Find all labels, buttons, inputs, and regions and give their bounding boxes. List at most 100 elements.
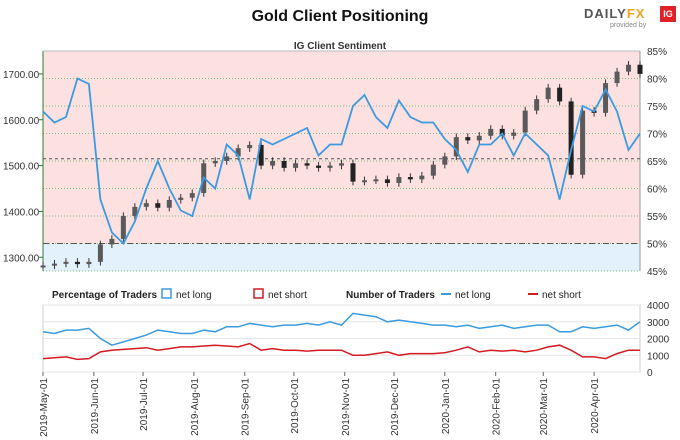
net-long-pct-line [42,77,641,245]
logo-tagline: provided by [610,22,647,29]
right-axis-tick: 45% [647,267,667,278]
legend-label-num-short: net short [542,290,581,301]
x-tick-label: 2020-Mar-01 [539,378,550,436]
count-axis-tick: 2000 [647,335,670,346]
x-tick-label: 2020-Jan-01 [441,378,452,435]
left-axis-tick: 1600.00 [3,116,40,127]
right-axis-tick: 60% [647,185,667,196]
candle-body [626,64,632,72]
candle-body [293,163,299,168]
candle-body [442,156,448,165]
x-tick-label: 2019-Jun-01 [90,378,101,435]
count-axis-tick: 3000 [647,318,670,329]
trader-count-line-net-short [42,342,640,361]
candle-body [407,177,413,180]
count-axis-tick: 4000 [647,301,670,312]
candle-body [51,263,57,266]
x-tick-label: 2019-Aug-01 [190,378,201,436]
left-axis-tick: 1500.00 [3,162,40,173]
legend-label-pct-long: net long [176,290,212,301]
candle-body [568,101,574,175]
ig-badge: IG [660,6,676,22]
right-axis-tick: 80% [647,75,667,86]
candle-body [350,163,356,182]
candle-body [178,197,184,200]
right-axis-tick: 55% [647,212,667,223]
candle-body [304,163,310,166]
legend-group-num: Number of Traders [346,290,435,301]
candle-body [396,177,402,183]
candle-body [361,180,367,183]
candle-body [166,199,172,208]
candle-body [97,244,103,262]
x-tick-label: 2019-Oct-01 [290,378,301,434]
candle-body [637,64,643,74]
candle-body [224,156,230,161]
candle-body [155,203,161,208]
candle-body [270,161,276,166]
x-tick-label: 2019-Nov-01 [341,378,352,436]
legend-label-num-long: net long [455,290,491,301]
legend-swatch-pct-long [161,288,172,299]
candle-body [212,161,218,164]
candle-body [74,261,80,265]
candle-body [557,87,563,102]
candle-body [247,144,253,149]
candle-body [603,83,609,113]
candle-body [189,193,195,198]
candle-body [511,132,517,136]
candle-body [580,110,586,175]
candle-body [384,179,390,183]
candle-body [40,265,46,268]
left-axis-tick: 1700.00 [3,70,40,81]
page-title: Gold Client Positioning [251,8,429,25]
candle-body [465,137,471,141]
candle-body [488,128,494,136]
count-axis-tick: 1000 [647,351,670,362]
candle-body [63,261,69,264]
candle-body [545,87,551,100]
x-tick-label: 2020-Feb-01 [492,378,503,436]
left-axis-tick: 1400.00 [3,207,40,218]
right-axis-tick: 50% [647,240,667,251]
left-axis-tick: 1300.00 [3,253,40,264]
candle-body [86,261,92,265]
count-axis-tick: 0 [647,368,653,379]
candle-body [373,179,379,182]
x-tick-label: 2019-Dec-01 [390,378,401,436]
candle-body [143,203,149,207]
candle-body [614,71,620,84]
legend-label-pct-short: net short [268,290,307,301]
candle-body [258,144,264,166]
candle-body [235,148,241,157]
candle-body [453,137,459,157]
chart-subtitle: IG Client Sentiment [294,41,387,52]
right-axis-tick: 85% [647,47,667,58]
candle-body [419,175,425,180]
candle-body [120,216,126,239]
candle-body [281,161,287,168]
candle-body [522,110,528,133]
candle-body [534,99,540,111]
net-long-zone [43,243,640,271]
right-axis-tick: 75% [647,102,667,113]
candle-body [109,238,115,245]
candle-body [327,165,333,168]
legend-group-pct: Percentage of Traders [52,290,157,301]
legend-swatch-pct-short [253,288,264,299]
candle-body [339,163,344,166]
candle-body [476,135,482,141]
right-axis-tick: 65% [647,157,667,168]
candle-body [316,165,322,168]
x-tick-label: 2019-May-01 [39,378,50,437]
x-tick-label: 2020-Apr-01 [590,378,601,434]
logo-brand: DAILYFX [584,6,646,21]
right-axis-tick: 70% [647,130,667,141]
x-tick-label: 2019-Jul-01 [139,378,150,431]
x-tick-label: 2019-Sep-01 [241,378,252,436]
candle-body [132,206,138,216]
candle-body [430,164,436,176]
trader-count-line-net-long [42,312,641,347]
dailyfx-logo: DAILYFX IG provided by [584,6,676,36]
